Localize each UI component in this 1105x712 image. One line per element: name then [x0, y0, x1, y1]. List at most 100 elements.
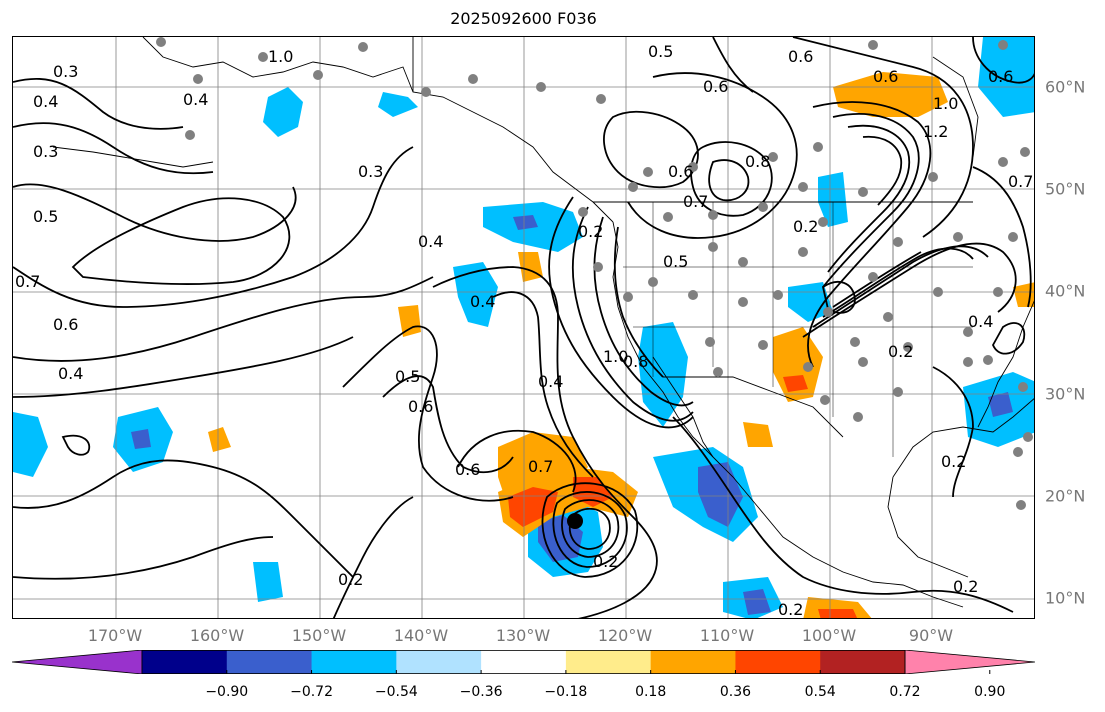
contour-label: 0.2	[593, 552, 618, 571]
colorbar-tick-label: 0.36	[719, 684, 752, 700]
station-marker	[358, 42, 368, 52]
station-marker	[623, 292, 633, 302]
station-marker	[953, 232, 963, 242]
station-marker	[1013, 447, 1023, 457]
colorbar-segments	[12, 650, 1035, 674]
contour-layer	[13, 37, 1034, 618]
contour-line	[13, 459, 354, 578]
station-marker	[798, 247, 808, 257]
station-marker	[963, 357, 973, 367]
colorbar-tick-label: −0.18	[544, 684, 588, 700]
contour-label: 0.2	[953, 577, 978, 596]
contour-label: 0.2	[941, 452, 966, 471]
contour-label: 1.0	[933, 94, 958, 113]
contour-label: 1.2	[923, 122, 948, 141]
station-marker	[708, 242, 718, 252]
contour-label: 0.5	[33, 207, 58, 226]
colorbar-segment	[820, 650, 906, 674]
contour-label: 0.5	[663, 252, 688, 271]
lon-label: 110°W	[699, 626, 755, 645]
station-marker	[933, 287, 943, 297]
lon-label: 90°W	[908, 626, 954, 645]
contour-line	[561, 499, 620, 558]
colorbar-tick-label: −0.54	[374, 684, 418, 700]
contour-label: 0.4	[968, 312, 993, 331]
station-marker	[738, 297, 748, 307]
contour-label: 0.4	[183, 90, 208, 109]
colorbar-segment	[396, 650, 482, 674]
station-marker	[858, 357, 868, 367]
lat-label: 50°N	[1045, 179, 1086, 199]
colorbar-tick-label: −0.90	[205, 684, 249, 700]
contour-label: 0.4	[418, 232, 443, 251]
contour-line	[13, 78, 184, 130]
contour-line	[822, 113, 920, 288]
station-marker	[1020, 147, 1030, 157]
map-canvas: 1.0 0.3 0.4 0.4 0.3 0.5 0.7 0.6 0.4 0.3 …	[13, 37, 1034, 619]
contour-label: 0.6	[668, 162, 693, 181]
lon-label: 130°W	[495, 626, 551, 645]
lon-label: 100°W	[801, 626, 857, 645]
anomaly-patch-positive	[743, 422, 773, 447]
contour-label: 0.4	[470, 292, 495, 311]
contour-line	[382, 375, 514, 474]
colorbar-extend-low	[12, 650, 143, 674]
anomaly-patch-negative	[263, 87, 303, 137]
contour-label: 0.6	[988, 67, 1013, 86]
station-marker	[813, 142, 823, 152]
station-marker	[1023, 432, 1033, 442]
station-marker	[193, 74, 203, 84]
contour-line	[972, 37, 1034, 84]
anomaly-patch-positive	[518, 252, 543, 282]
station-marker	[536, 82, 546, 92]
station-marker	[993, 287, 1003, 297]
station-marker	[713, 367, 723, 377]
station-marker	[803, 362, 813, 372]
colorbar-tick-label: −0.36	[459, 684, 503, 700]
station-marker	[850, 337, 860, 347]
coastlines	[52, 37, 1034, 608]
anomaly-patch-negative	[513, 215, 538, 230]
contour-line	[13, 536, 274, 580]
contour-line	[690, 141, 773, 217]
coastline-aleutians	[52, 146, 214, 168]
contour-label: 0.6	[53, 315, 78, 334]
anomaly-patch-positive	[1013, 282, 1034, 307]
contour-label: 0.4	[58, 364, 83, 383]
contour-line	[492, 291, 594, 478]
colorbar-segment	[481, 650, 567, 674]
station-marker	[156, 37, 166, 47]
contour-line	[61, 434, 91, 456]
station-marker	[893, 387, 903, 397]
anomaly-patch-negative	[743, 589, 771, 615]
contour-line	[992, 322, 1026, 355]
contour-label: 0.2	[778, 600, 803, 619]
contour-label: 0.3	[33, 142, 58, 161]
contour-line	[548, 196, 694, 429]
colorbar	[12, 650, 1035, 674]
station-marker	[758, 340, 768, 350]
contour-line	[342, 325, 514, 502]
station-marker	[998, 40, 1008, 50]
contour-label-layer: 1.0 0.3 0.4 0.4 0.3 0.5 0.7 0.6 0.4 0.3 …	[15, 42, 1033, 619]
contour-line	[821, 281, 856, 314]
colorbar-ticks	[226, 670, 991, 674]
station-marker	[868, 272, 878, 282]
station-marker	[1018, 382, 1028, 392]
anomaly-patch-positive	[773, 327, 823, 402]
lon-label: 150°W	[291, 626, 347, 645]
contour-label: 0.7	[683, 192, 708, 211]
contour-line	[593, 216, 694, 407]
coastline-east-coast	[977, 300, 1034, 428]
contour-line	[432, 266, 658, 618]
contour-line	[568, 507, 611, 550]
anomaly-patch-negative	[638, 322, 688, 427]
station-marker	[1008, 232, 1018, 242]
contour-label: 0.6	[455, 460, 480, 479]
contour-line	[541, 482, 639, 578]
station-marker	[663, 212, 673, 222]
cyclone-center-marker	[567, 513, 583, 529]
colorbar-tick-label: 0.90	[974, 684, 1006, 700]
contour-line	[712, 37, 754, 93]
station-marker	[868, 40, 878, 50]
